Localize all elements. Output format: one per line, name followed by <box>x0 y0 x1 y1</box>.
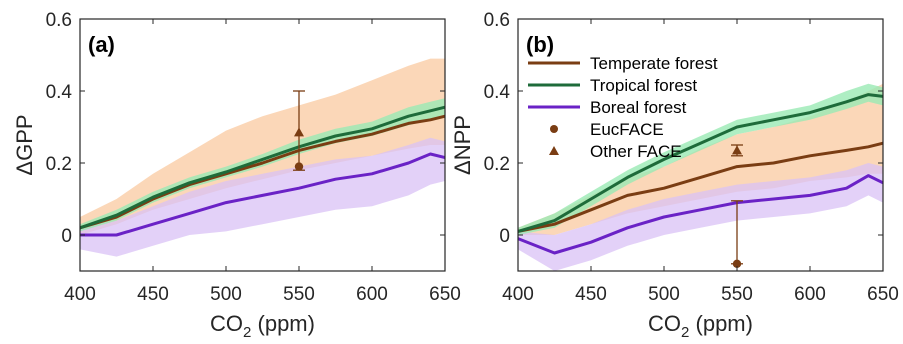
band-boreal <box>80 137 445 257</box>
y-tick-label: 0.4 <box>46 82 73 103</box>
x-tick-label: 400 <box>502 284 534 305</box>
x-axis-label-main: CO <box>648 311 681 336</box>
legend-entry-label: Other FACE <box>590 142 682 161</box>
x-tick-label: 450 <box>137 284 169 305</box>
y-tick-label: 0.6 <box>46 10 72 31</box>
y-tick-label: 0.6 <box>484 10 510 31</box>
x-tick-label: 600 <box>356 284 388 305</box>
band-tropical <box>518 83 883 235</box>
x-tick-label: 500 <box>210 284 242 305</box>
line-temperate <box>79 114 446 230</box>
panel-label: (b) <box>526 32 554 57</box>
x-tick-label: 600 <box>794 284 826 305</box>
x-axis-label-unit: (ppm) <box>251 311 315 336</box>
plot-frame <box>517 18 884 272</box>
legend-entry-label: Tropical forest <box>590 76 697 95</box>
legend-entry-label: EucFACE <box>590 120 664 139</box>
legend-swatch-circle <box>550 125 558 133</box>
legend: Temperate forest Tropical forest Boreal fo… <box>528 54 718 161</box>
point-other-face <box>294 127 304 137</box>
point-other-face <box>732 145 742 155</box>
x-tick-label: 550 <box>721 284 753 305</box>
line-tropical <box>79 105 446 230</box>
panel-label: (a) <box>88 32 115 57</box>
line-boreal <box>517 174 884 255</box>
plot-frame <box>79 18 446 272</box>
panel-a: 400 450 500 550 600 650 0 0.2 0.4 0.6 CO2 (ppm) ΔGP… <box>12 10 461 341</box>
x-axis-label: CO2 (ppm) <box>648 311 753 341</box>
x-tick-label: 450 <box>575 284 607 305</box>
point-eucface <box>294 162 304 171</box>
y-tick-label: 0.2 <box>484 154 510 175</box>
y-tick-label: 0.2 <box>46 154 72 175</box>
legend-entry-label: Boreal forest <box>590 98 687 117</box>
y-axis-label: ΔGPP <box>12 114 37 175</box>
x-tick-label: 550 <box>283 284 315 305</box>
legend-swatch-triangle <box>549 146 559 155</box>
y-tick-label: 0.4 <box>484 82 511 103</box>
x-tick-label: 650 <box>867 284 899 305</box>
x-axis-label-subscript: 2 <box>681 324 689 341</box>
x-axis-label-subscript: 2 <box>243 324 251 341</box>
x-tick-label: 400 <box>64 284 96 305</box>
x-tick-label: 500 <box>648 284 680 305</box>
line-temperate <box>517 141 884 233</box>
x-axis-label-main: CO <box>210 311 243 336</box>
y-axis-label: ΔNPP <box>450 115 475 175</box>
x-axis-label: CO2 (ppm) <box>210 311 315 341</box>
line-tropical <box>517 93 884 233</box>
x-tick-label: 650 <box>429 284 461 305</box>
legend-entry-label: Temperate forest <box>590 54 718 73</box>
point-eucface <box>732 259 742 268</box>
line-boreal <box>80 152 446 237</box>
x-axis-label-unit: (ppm) <box>689 311 753 336</box>
band-boreal <box>518 163 883 271</box>
y-tick-label: 0 <box>61 226 72 247</box>
panel-b: 400 450 500 550 600 650 0 0.2 0.4 0.6 CO2 (ppm) ΔNP… <box>450 10 899 341</box>
y-tick-label: 0 <box>499 226 510 247</box>
